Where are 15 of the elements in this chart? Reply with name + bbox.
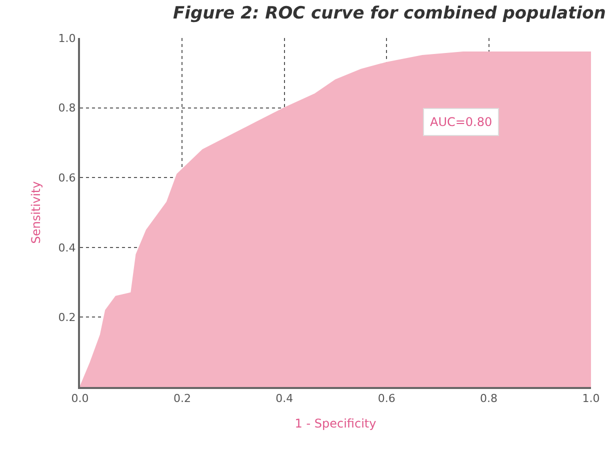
x-axis-title: 1 - Specificity [294,416,376,431]
x-tick-label: 0.2 [173,392,191,406]
y-tick-label: 0.6 [58,171,76,184]
x-tick-label: 0.0 [71,392,89,406]
y-axis-title: Sensitivity [29,181,44,244]
x-tick-label: 0.6 [378,392,396,406]
y-tick-label: 1.0 [58,32,76,45]
x-tick-label: 1.0 [582,392,600,406]
x-tick-label: 0.8 [480,392,498,406]
annotation: AUC=0.80 [430,115,492,129]
x-tick-label: 0.4 [276,392,294,406]
y-tick-label: 0.4 [58,241,76,254]
chart-title: Figure 2: ROC curve for combined population [173,4,606,24]
y-tick-label: 0.8 [58,102,76,115]
y-tick-label: 0.2 [58,311,76,324]
